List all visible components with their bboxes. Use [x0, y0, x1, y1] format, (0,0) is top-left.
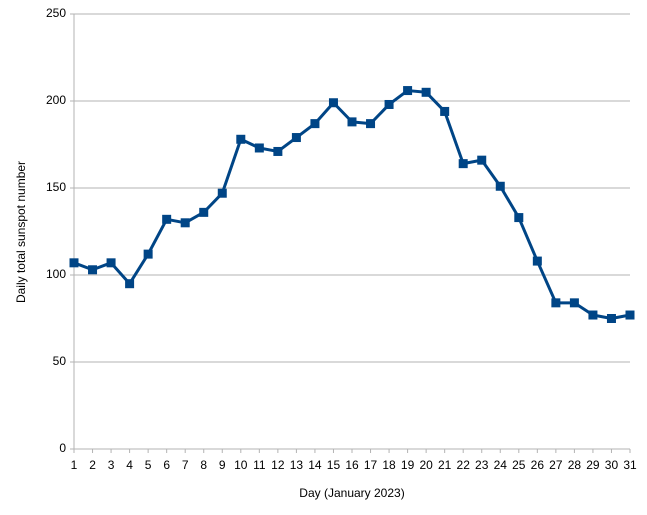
- x-tick-label: 3: [108, 458, 115, 472]
- x-tick-label: 9: [219, 458, 226, 472]
- data-point: [180, 218, 190, 228]
- x-tick-label: 8: [200, 458, 207, 472]
- y-tick-label: 100: [46, 267, 66, 281]
- y-tick-label: 250: [46, 6, 66, 20]
- data-point: [291, 133, 301, 143]
- data-point: [347, 117, 357, 127]
- x-tick-label: 22: [457, 458, 471, 472]
- x-tick-label: 2: [89, 458, 96, 472]
- y-axis-label: Daily total sunspot number: [14, 161, 28, 303]
- data-point: [532, 256, 542, 266]
- x-tick-label: 12: [271, 458, 285, 472]
- x-tick-label: 23: [475, 458, 489, 472]
- x-tick-label: 15: [327, 458, 341, 472]
- data-point: [106, 258, 116, 268]
- x-tick-label: 7: [182, 458, 189, 472]
- x-tick-label: 27: [549, 458, 563, 472]
- x-tick-label: 5: [145, 458, 152, 472]
- y-tick-label: 0: [59, 441, 66, 455]
- data-point: [421, 87, 431, 97]
- x-tick-label: 17: [364, 458, 378, 472]
- data-point: [551, 298, 561, 308]
- data-point: [236, 134, 246, 144]
- y-tick-label: 200: [46, 93, 66, 107]
- data-point: [199, 207, 209, 217]
- x-tick-label: 28: [568, 458, 582, 472]
- x-tick-label: 6: [163, 458, 170, 472]
- x-tick-label: 30: [605, 458, 619, 472]
- x-tick-label: 31: [623, 458, 637, 472]
- x-tick-label: 11: [253, 458, 266, 472]
- data-point: [162, 214, 172, 224]
- data-point: [273, 146, 283, 156]
- x-tick-label: 18: [382, 458, 396, 472]
- data-point: [514, 213, 524, 223]
- data-point: [606, 314, 616, 323]
- data-point: [310, 119, 320, 129]
- data-point: [143, 249, 153, 259]
- data-point: [458, 159, 468, 169]
- data-point: [625, 310, 635, 320]
- x-tick-label: 26: [531, 458, 545, 472]
- x-tick-label: 10: [234, 458, 248, 472]
- data-point: [328, 98, 338, 108]
- data-point: [69, 258, 79, 268]
- x-tick-label: 29: [586, 458, 600, 472]
- data-point: [254, 143, 264, 153]
- data-point: [366, 119, 376, 129]
- data-point: [440, 106, 450, 116]
- x-tick-label: 16: [345, 458, 359, 472]
- x-tick-label: 13: [290, 458, 304, 472]
- data-point: [569, 298, 579, 308]
- data-point: [588, 310, 598, 320]
- x-axis-label: Day (January 2023): [299, 486, 404, 500]
- data-point: [125, 279, 135, 289]
- x-tick-label: 1: [71, 458, 78, 472]
- data-point: [495, 181, 505, 191]
- x-tick-label: 19: [401, 458, 415, 472]
- data-point: [217, 188, 227, 198]
- data-point: [88, 265, 98, 275]
- x-tick-label: 14: [308, 458, 322, 472]
- y-tick-label: 150: [46, 180, 66, 194]
- x-tick-label: 4: [126, 458, 133, 472]
- y-tick-label: 50: [53, 354, 67, 368]
- data-point: [477, 155, 487, 165]
- x-tick-label: 24: [494, 458, 508, 472]
- x-tick-label: 20: [419, 458, 433, 472]
- x-tick-label: 25: [512, 458, 526, 472]
- data-point: [403, 86, 413, 96]
- data-point: [384, 99, 394, 109]
- x-tick-label: 21: [438, 458, 452, 472]
